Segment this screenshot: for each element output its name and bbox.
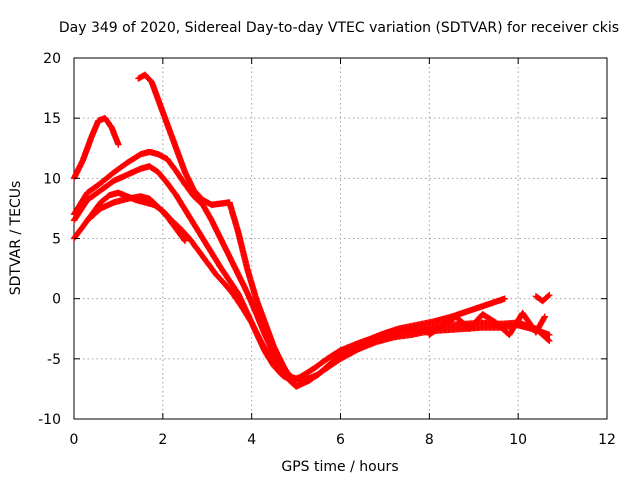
- series-arc-b: [135, 71, 300, 389]
- y-tick-labels: -10 -5 0 5 10 15 20: [38, 51, 61, 428]
- y-tick-label: 20: [43, 51, 61, 67]
- data-points: [426, 309, 548, 338]
- series-arc-h: [532, 291, 553, 305]
- y-tick-label: -5: [47, 352, 61, 368]
- data-series: [70, 71, 553, 390]
- data-points: [70, 189, 553, 390]
- x-tick-label: 2: [158, 432, 167, 448]
- x-tick-label: 0: [70, 432, 79, 448]
- data-points: [70, 148, 508, 384]
- x-tick-label: 6: [336, 432, 345, 448]
- data-points: [135, 71, 300, 389]
- x-tick-labels: 0 2 4 6 8 10 12: [70, 432, 616, 448]
- series-arc-e: [70, 189, 553, 390]
- y-tick-label: -10: [38, 412, 61, 428]
- x-tick-label: 12: [598, 432, 616, 448]
- data-points: [532, 291, 553, 305]
- y-tick-label: 15: [43, 111, 61, 127]
- series-arc-c: [70, 148, 508, 384]
- series-arc-f: [84, 193, 189, 245]
- y-tick-label: 5: [52, 232, 61, 248]
- axis-ticks: [73, 57, 608, 420]
- x-tick-label: 4: [247, 432, 256, 448]
- series-arc-g: [426, 309, 548, 338]
- data-points: [84, 193, 189, 245]
- y-tick-label: 0: [52, 292, 61, 308]
- x-tick-label: 8: [425, 432, 434, 448]
- y-axis-label: SDTVAR / TECUs: [8, 181, 24, 296]
- x-axis-label: GPS time / hours: [281, 459, 398, 475]
- gridlines: [74, 58, 607, 419]
- chart-title: Day 349 of 2020, Sidereal Day-to-day VTE…: [59, 20, 619, 36]
- y-tick-label: 10: [43, 171, 61, 187]
- x-tick-label: 10: [509, 432, 527, 448]
